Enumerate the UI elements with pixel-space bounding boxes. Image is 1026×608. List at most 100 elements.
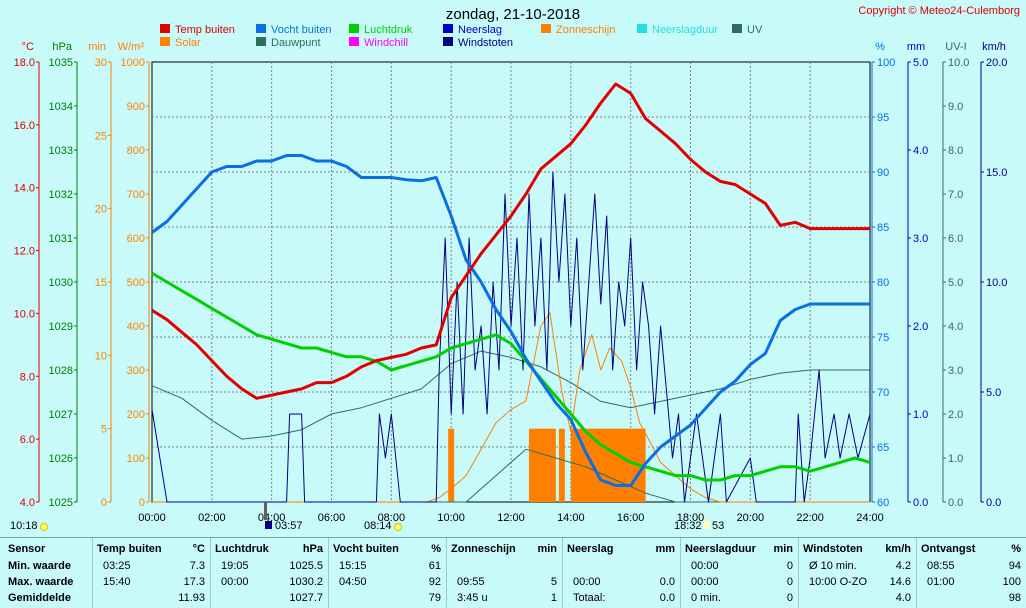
stats-row: Ø 10 min. 4.2 [803,560,911,574]
stats-cell-label: 01:00 [927,576,955,588]
stats-cell-value: 0.0 [659,592,675,604]
sunshine-bar [528,428,556,502]
solar-tick-label: 100 [127,453,145,465]
stats-cell-value: 79 [428,592,441,604]
humidity-tick-label: 60 [877,497,889,509]
stats-cell-label: 0 min. [691,592,721,604]
temp-tick-label: 16.0 [14,120,35,132]
legend-swatch [256,24,266,33]
solar-tick-label: 600 [127,233,145,245]
moon-icon [265,521,272,529]
stats-row: 09:55 5 [451,576,557,590]
stats-cell-label: 00:00 [221,576,249,588]
stats-cell-value: 11.93 [178,592,205,604]
stats-row: 4.0 [803,592,911,606]
legend-swatch [541,24,551,33]
stats-cell-value: 1025.5 [289,560,323,572]
temp-tick-label: 6.0 [20,434,35,446]
stats-cell-value: 5 [550,576,557,588]
legend-swatch [443,37,453,46]
stats-row: 04:50 92 [333,576,441,590]
stats-column: Luchtdruk hPa 19:05 1025.5 00:00 1030.2 1027.7 [210,538,327,608]
uv-tick-label: 7.0 [948,189,963,201]
stats-cell-value: 0 [786,592,793,604]
copyright-label: Copyright © Meteo24-Culemborg [858,5,1020,17]
sunshine-bar [558,428,565,502]
luchtdruk-line [151,271,871,482]
legend-swatch [443,24,453,33]
stats-row: 01:00 100 [921,576,1021,590]
stats-cell-label: Ø 10 min. [809,560,857,572]
sunset-time: 18:32 [674,520,702,532]
stats-cell-value: 0 [786,576,793,588]
legend-label: Windstoten [458,37,513,49]
stats-cell-label: 00:00 [691,576,719,588]
sunrise-time: 10:18 [10,520,38,532]
uv-line [152,448,870,503]
sun_min-tick-label: 20 [95,204,107,216]
solar-tick-label: 400 [127,321,145,333]
stats-row: 03:25 7.3 [97,560,205,574]
stats-cell-value: 1030.2 [289,576,323,588]
stats-row: Max. waarde [8,576,86,590]
pressure-tick-label: 1027 [49,409,73,421]
stats-cell-label: 00:00 [573,576,601,588]
stats-column: Sensor Min. waarde Max. waarde Gemiddelde [4,538,90,608]
rain-axis-unit: mm [907,41,925,53]
x-tick-label: 10:00 [437,512,465,524]
stats-column: Windstoten km/h Ø 10 min. 4.2 10:00 O-ZO 14.6… [798,538,915,608]
stats-unit: % [1011,543,1021,555]
stats-cell-label: Gemiddelde [8,592,71,604]
pressure-tick-label: 1035 [49,57,73,69]
moonrise-marker [264,502,267,520]
solar-line [152,312,870,503]
moonset-time: 08:14 [364,520,392,532]
sun_min-tick-label: 0 [101,497,107,509]
stats-column: Temp buiten °C 03:25 7.3 15:40 17.3 11.93 [92,538,209,608]
legend-swatch [637,24,647,33]
stats-cell-label: 03:25 [103,560,131,572]
rain-tick-label: 3.0 [913,233,928,245]
pressure-tick-label: 1033 [49,145,73,157]
stats-header: Ontvangst [921,543,976,555]
rain-tick-label: 0.0 [913,497,928,509]
sunset-icon [703,521,710,529]
pressure-tick-label: 1032 [49,189,73,201]
x-tick-label: 00:00 [138,512,166,524]
stats-cell-label: 08:55 [927,560,955,572]
sun-icon [394,523,402,531]
uv-tick-label: 9.0 [948,101,963,113]
stats-row: Min. waarde [8,560,86,574]
stats-header: Temp buiten [97,543,162,555]
temp-tick-label: 18.0 [14,57,35,69]
stats-cell-value: 0 [786,560,793,572]
stats-unit: % [431,543,441,555]
x-tick-label: 18:00 [677,512,705,524]
wind-tick-label: 10.0 [986,277,1007,289]
windstoten-line [151,171,871,503]
stats-cell-value: 61 [428,560,441,572]
stats-unit: hPa [302,543,323,555]
stats-row: 08:55 94 [921,560,1021,574]
stats-row: 00:00 0.0 [567,576,675,590]
stats-cell-label: 04:50 [339,576,367,588]
stats-cell-value: 100 [1002,576,1021,588]
pressure-tick-label: 1030 [49,277,73,289]
legend-swatch [160,24,170,33]
pressure-axis-unit: hPa [52,41,72,53]
rain-tick-label: 5.0 [913,57,928,69]
sun_min-tick-label: 5 [101,424,107,436]
legend-label: Solar [175,37,201,49]
stats-header: Windstoten [803,543,863,555]
weather-chart: 4.06.08.010.012.014.016.018.0°C102510261… [14,24,1007,531]
x-tick-label: 14:00 [557,512,585,524]
uv-tick-label: 5.0 [948,277,963,289]
stats-cell-label: 00:00 [691,560,719,572]
stats-cell-value: 94 [1008,560,1021,572]
temp-tick-label: 10.0 [14,308,35,320]
temp-tick-label: 14.0 [14,183,35,195]
stats-cell-label: 15:15 [339,560,367,572]
wind-axis-unit: km/h [982,41,1006,53]
legend-label: Luchtdruk [364,24,413,36]
stats-row: 3:45 u 1 [451,592,557,606]
